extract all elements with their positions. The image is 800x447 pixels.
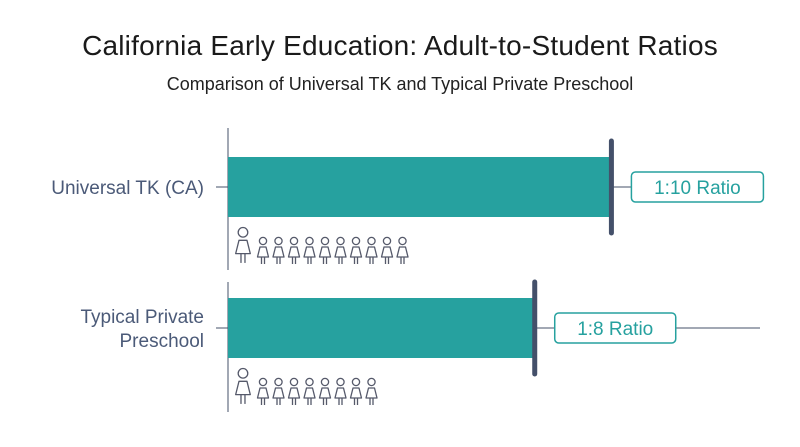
bar [228,157,612,217]
student-icon [380,236,394,264]
category-label: Preschool [120,331,205,352]
student-icon [318,377,332,405]
student-icon [334,236,347,264]
adult-icon [235,367,251,404]
category-label: Universal TK (CA) [51,178,204,199]
category-label: Typical Private [80,307,204,328]
student-icon [334,377,347,405]
student-icon [287,377,301,405]
student-icon [256,377,270,405]
student-icon [303,377,316,405]
student-icon [272,236,285,264]
student-icon [256,236,270,264]
student-icon [303,236,316,264]
data-label-box [630,171,765,203]
data-label: 1:8 Ratio [577,319,653,340]
student-icon [272,377,285,405]
student-icon [349,236,363,264]
data-label-box [553,312,677,344]
bar [228,298,535,358]
adult-icon [235,226,251,263]
student-icon [349,377,363,405]
data-label: 1:10 Ratio [654,178,741,199]
student-icon [365,377,378,405]
chart-title: California Early Education: Adult-to-Stu… [82,30,718,61]
student-icon [365,236,378,264]
chart-subtitle: Comparison of Universal TK and Typical P… [166,74,634,94]
student-icon [287,236,301,264]
student-icon [318,236,332,264]
student-icon [396,236,409,264]
